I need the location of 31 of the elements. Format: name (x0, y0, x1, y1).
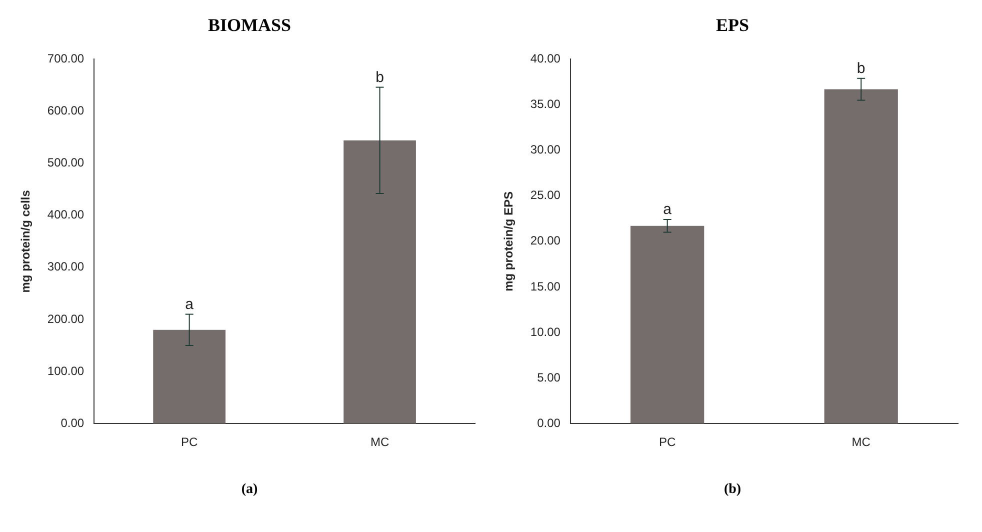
y-tick-label: 400.00 (46, 208, 84, 222)
chart-title: EPS (716, 14, 749, 37)
x-tick-label: PC (658, 435, 676, 450)
y-tick-label: 600.00 (46, 104, 84, 118)
y-tick-label: 0.00 (536, 416, 560, 430)
annotation: a (662, 201, 672, 218)
y-tick-label: 700.00 (46, 52, 84, 66)
y-tick-label: 40.00 (530, 52, 560, 66)
x-tick-label: PC (180, 435, 198, 450)
y-axis-title: mg protein/g EPS (501, 191, 516, 292)
annotation: b (856, 60, 865, 77)
annotation: b (375, 68, 384, 86)
y-tick-label: 200.00 (46, 312, 84, 326)
y-tick-label: 100.00 (46, 364, 84, 378)
y-tick-label: 500.00 (46, 156, 84, 170)
y-tick-label: 20.00 (530, 234, 560, 248)
text: (a) (241, 482, 258, 498)
x-tick-label: MC (370, 435, 389, 450)
chart-title: BIOMASS (208, 14, 292, 37)
y-tick-label: 30.00 (530, 142, 560, 157)
y-tick-label: 25.00 (530, 188, 560, 202)
y-axis-title: mg protein/g cells (18, 190, 32, 293)
x-tick-label: MC (851, 435, 870, 450)
y-tick-label: 15.00 (530, 279, 560, 294)
y-tick-label: 5.00 (536, 370, 560, 384)
y-tick-label: 35.00 (530, 97, 560, 112)
y-tick-label: 10.00 (530, 324, 560, 339)
annotation: a (184, 296, 194, 313)
text: (b) (724, 482, 742, 498)
y-tick-label: 300.00 (46, 260, 84, 274)
y-tick-label: 0.00 (60, 416, 84, 430)
